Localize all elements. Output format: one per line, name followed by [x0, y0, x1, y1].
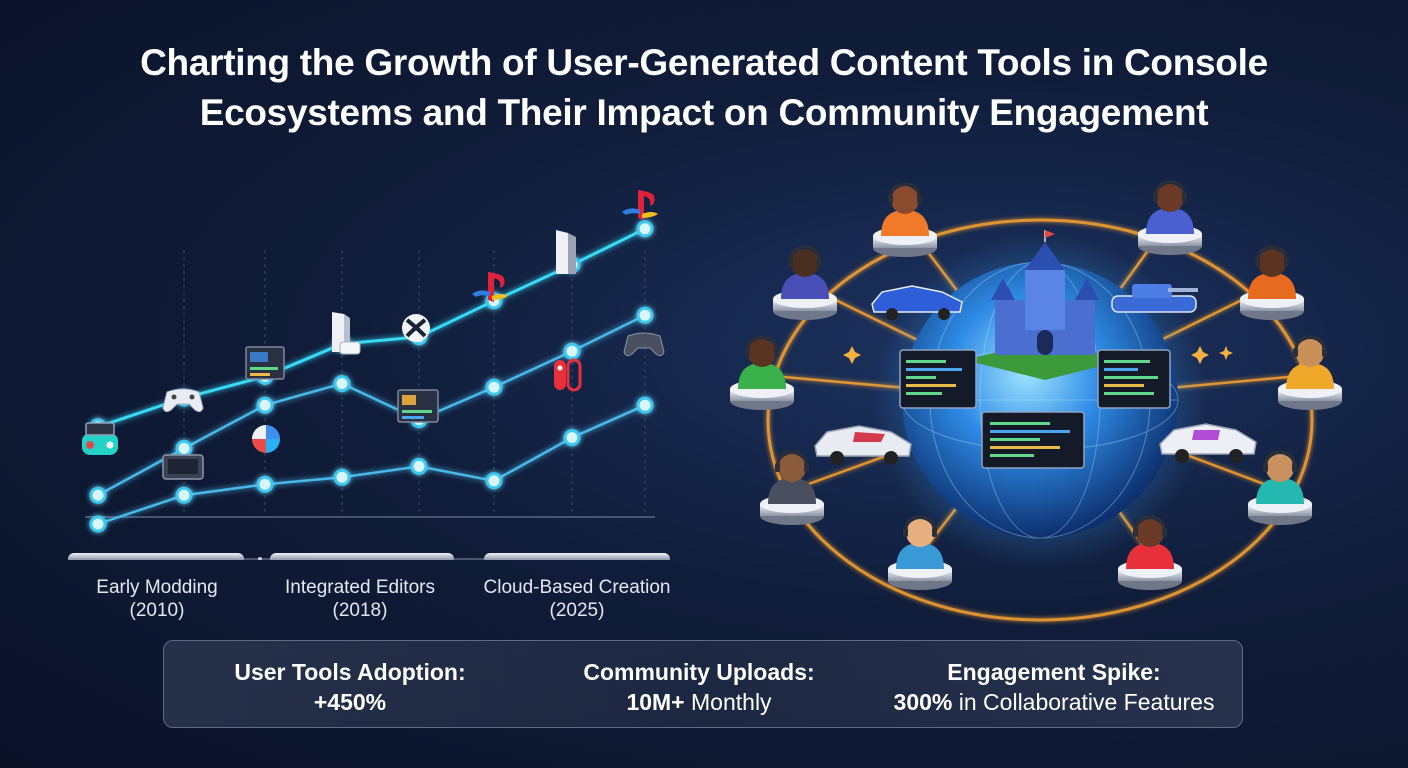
- data-point: [636, 220, 654, 238]
- title-line-1: Charting the Growth of User-Generated Co…: [140, 42, 1268, 83]
- code-editor-icon: [245, 346, 285, 380]
- playstation-logo-icon: [472, 272, 508, 302]
- data-point: [636, 306, 654, 324]
- stat-community-uploads: Community Uploads: 10M+ Monthly: [583, 659, 815, 715]
- stat-engagement-spike: Engagement Spike: 300% in Collaborative …: [893, 659, 1215, 715]
- code-window-center: [981, 411, 1085, 469]
- era-bar-integrated: [270, 553, 454, 560]
- creator-avatar: [888, 515, 952, 590]
- xbox-logo-icon: [402, 314, 430, 342]
- data-point: [636, 396, 654, 414]
- code-editor-icon: [397, 389, 439, 423]
- community-network: [730, 180, 1342, 622]
- series-line-2: [97, 314, 646, 497]
- data-point: [89, 486, 107, 504]
- code-window-right: [1097, 349, 1171, 409]
- gamepad-icon: [623, 332, 665, 357]
- creator-avatar: [1138, 180, 1202, 255]
- title-line-2: Ecosystems and Their Impact on Community…: [199, 92, 1209, 133]
- data-point: [333, 468, 351, 486]
- era-label-cloud: Cloud-Based Creation (2025): [483, 577, 671, 621]
- data-point: [563, 342, 581, 360]
- era-label-early: Early Modding (2010): [96, 577, 218, 621]
- castle-icon: [965, 230, 1125, 380]
- tablet-console-icon: [162, 454, 204, 480]
- switch-logo-icon: [554, 358, 582, 392]
- pie-chart-icon: [252, 425, 280, 453]
- era-label-integrated: Integrated Editors (2018): [285, 577, 435, 621]
- stats-panel: User Tools Adoption: +450% Community Upl…: [163, 640, 1243, 728]
- sparkle-icon: [843, 346, 1233, 364]
- console-tower-icon: [556, 230, 576, 274]
- creator-avatar: [760, 450, 824, 525]
- data-point: [485, 378, 503, 396]
- console-tower-icon: [332, 312, 361, 355]
- creator-avatar: [1278, 335, 1342, 410]
- race-car-icon: [1159, 423, 1257, 463]
- era-bar-early: [68, 553, 244, 560]
- creator-avatar: [773, 245, 837, 320]
- creator-avatar: [1240, 245, 1304, 320]
- data-point: [256, 396, 274, 414]
- data-point: [175, 486, 193, 504]
- stat-tools-adoption: User Tools Adoption: +450%: [234, 659, 466, 715]
- data-point: [256, 475, 274, 493]
- data-point: [410, 457, 428, 475]
- data-point: [89, 515, 107, 533]
- network-ring: [766, 218, 1314, 622]
- series-line-3: [97, 404, 646, 526]
- data-point: [563, 429, 581, 447]
- creator-avatar: [730, 335, 794, 410]
- page-title: Charting the Growth of User-Generated Co…: [0, 38, 1408, 138]
- data-point: [485, 472, 503, 490]
- creator-avatar: [873, 182, 937, 257]
- race-car-icon: [814, 425, 912, 465]
- tank-vehicle-icon: [1111, 284, 1198, 313]
- creator-avatar: [1248, 450, 1312, 525]
- race-car-icon: [871, 285, 963, 320]
- data-point: [333, 375, 351, 393]
- growth-line-chart: [68, 190, 670, 560]
- gamepad-icon: [162, 388, 204, 413]
- creator-avatar: [1118, 515, 1182, 590]
- globe-hub: [902, 262, 1178, 538]
- code-window-left: [899, 349, 977, 409]
- playstation-logo-icon: [622, 190, 658, 220]
- era-bar-cloud: [484, 553, 670, 560]
- handheld-console-icon: [82, 422, 118, 455]
